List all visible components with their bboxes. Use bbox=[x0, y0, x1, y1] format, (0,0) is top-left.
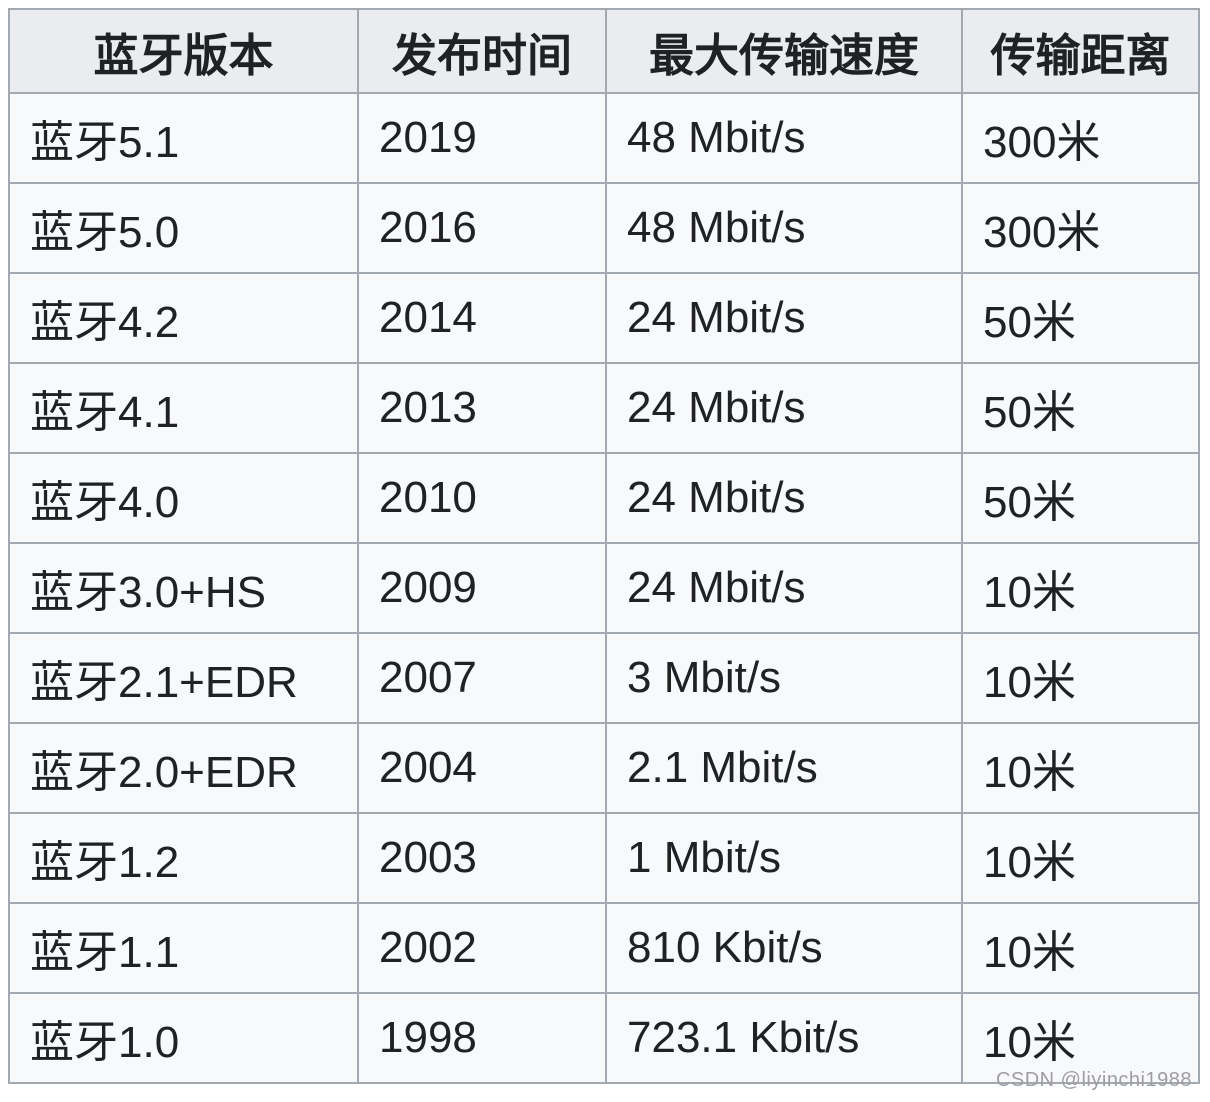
cell-version: 蓝牙3.0+HS bbox=[8, 542, 359, 634]
cell-version: 蓝牙1.0 bbox=[8, 992, 359, 1084]
cell-year: 2016 bbox=[357, 182, 607, 274]
cell-year: 2007 bbox=[357, 632, 607, 724]
cell-distance: 50米 bbox=[961, 362, 1200, 454]
cell-distance: 10米 bbox=[961, 812, 1200, 904]
cell-year: 1998 bbox=[357, 992, 607, 1084]
table-row: 蓝牙1.0 1998 723.1 Kbit/s 10米 bbox=[8, 992, 1200, 1084]
table-row: 蓝牙5.0 2016 48 Mbit/s 300米 bbox=[8, 182, 1200, 274]
header-release-year: 发布时间 bbox=[357, 8, 607, 94]
cell-version: 蓝牙4.0 bbox=[8, 452, 359, 544]
cell-distance: 300米 bbox=[961, 92, 1200, 184]
cell-year: 2014 bbox=[357, 272, 607, 364]
cell-version: 蓝牙1.2 bbox=[8, 812, 359, 904]
header-max-speed: 最大传输速度 bbox=[605, 8, 963, 94]
cell-version: 蓝牙4.1 bbox=[8, 362, 359, 454]
cell-distance: 10米 bbox=[961, 902, 1200, 994]
table-row: 蓝牙2.0+EDR 2004 2.1 Mbit/s 10米 bbox=[8, 722, 1200, 814]
cell-version: 蓝牙5.1 bbox=[8, 92, 359, 184]
table-row: 蓝牙2.1+EDR 2007 3 Mbit/s 10米 bbox=[8, 632, 1200, 724]
cell-version: 蓝牙5.0 bbox=[8, 182, 359, 274]
cell-speed: 48 Mbit/s bbox=[605, 182, 963, 274]
cell-year: 2003 bbox=[357, 812, 607, 904]
cell-version: 蓝牙4.2 bbox=[8, 272, 359, 364]
table-row: 蓝牙4.2 2014 24 Mbit/s 50米 bbox=[8, 272, 1200, 364]
cell-speed: 2.1 Mbit/s bbox=[605, 722, 963, 814]
cell-speed: 24 Mbit/s bbox=[605, 542, 963, 634]
cell-version: 蓝牙2.1+EDR bbox=[8, 632, 359, 724]
cell-speed: 24 Mbit/s bbox=[605, 362, 963, 454]
cell-year: 2004 bbox=[357, 722, 607, 814]
cell-version: 蓝牙2.0+EDR bbox=[8, 722, 359, 814]
cell-year: 2010 bbox=[357, 452, 607, 544]
cell-distance: 50米 bbox=[961, 452, 1200, 544]
cell-year: 2002 bbox=[357, 902, 607, 994]
cell-speed: 24 Mbit/s bbox=[605, 272, 963, 364]
cell-speed: 3 Mbit/s bbox=[605, 632, 963, 724]
table-row: 蓝牙4.1 2013 24 Mbit/s 50米 bbox=[8, 362, 1200, 454]
table-header-row: 蓝牙版本 发布时间 最大传输速度 传输距离 bbox=[8, 8, 1200, 94]
cell-distance: 50米 bbox=[961, 272, 1200, 364]
cell-distance: 10米 bbox=[961, 992, 1200, 1084]
table-row: 蓝牙5.1 2019 48 Mbit/s 300米 bbox=[8, 92, 1200, 184]
cell-speed: 723.1 Kbit/s bbox=[605, 992, 963, 1084]
cell-speed: 24 Mbit/s bbox=[605, 452, 963, 544]
table-row: 蓝牙1.2 2003 1 Mbit/s 10米 bbox=[8, 812, 1200, 904]
cell-distance: 10米 bbox=[961, 542, 1200, 634]
cell-year: 2009 bbox=[357, 542, 607, 634]
cell-distance: 10米 bbox=[961, 632, 1200, 724]
table-row: 蓝牙4.0 2010 24 Mbit/s 50米 bbox=[8, 452, 1200, 544]
cell-speed: 48 Mbit/s bbox=[605, 92, 963, 184]
table-row: 蓝牙1.1 2002 810 Kbit/s 10米 bbox=[8, 902, 1200, 994]
cell-speed: 1 Mbit/s bbox=[605, 812, 963, 904]
cell-version: 蓝牙1.1 bbox=[8, 902, 359, 994]
table-row: 蓝牙3.0+HS 2009 24 Mbit/s 10米 bbox=[8, 542, 1200, 634]
cell-distance: 10米 bbox=[961, 722, 1200, 814]
cell-distance: 300米 bbox=[961, 182, 1200, 274]
cell-year: 2013 bbox=[357, 362, 607, 454]
cell-year: 2019 bbox=[357, 92, 607, 184]
header-range: 传输距离 bbox=[961, 8, 1200, 94]
header-bluetooth-version: 蓝牙版本 bbox=[8, 8, 359, 94]
cell-speed: 810 Kbit/s bbox=[605, 902, 963, 994]
bluetooth-version-table: 蓝牙版本 发布时间 最大传输速度 传输距离 蓝牙5.1 2019 48 Mbit… bbox=[8, 8, 1200, 1084]
